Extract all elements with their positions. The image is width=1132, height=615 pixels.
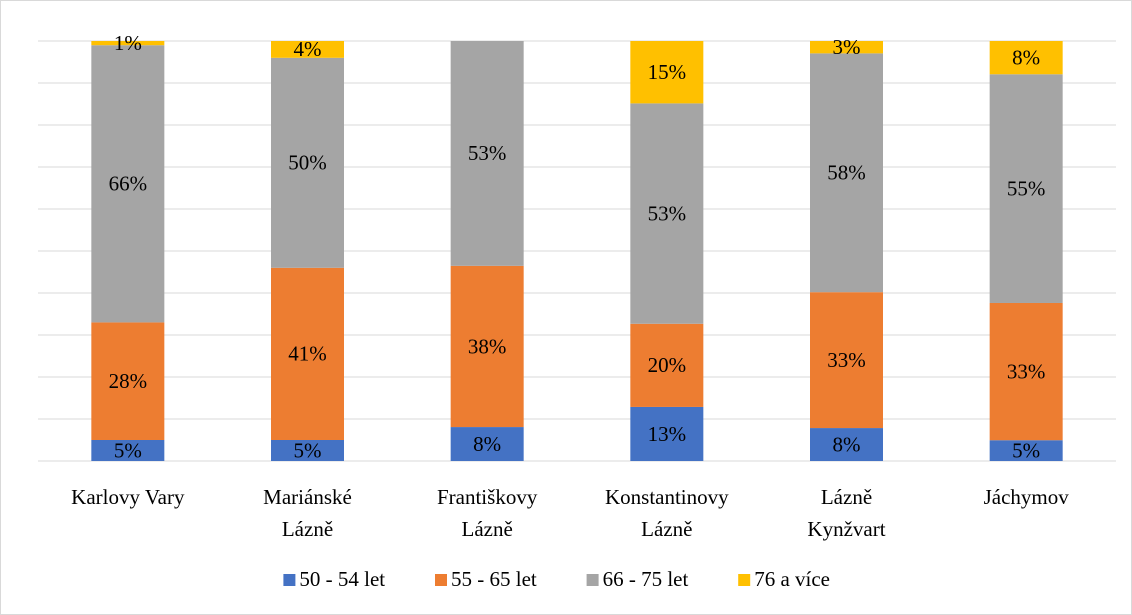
x-tick-label: Františkovy Lázně [436, 485, 538, 541]
legend-swatch [586, 574, 599, 586]
bar-segment [630, 41, 704, 104]
data-label: 1% [114, 31, 142, 55]
x-tick-label: Konstantinovy Lázně [604, 485, 729, 541]
data-label: 5% [294, 438, 322, 462]
bar-segment [810, 292, 883, 429]
data-label: 66% [109, 172, 148, 196]
x-tick-label: Jáchymov [983, 485, 1069, 509]
data-label: 4% [294, 37, 322, 61]
legend-label: 55 - 65 let [451, 567, 537, 591]
data-label: 3% [833, 35, 861, 59]
bar-segment [271, 267, 344, 440]
bar-segment [271, 57, 344, 268]
bar-segment [91, 322, 165, 440]
x-tick-label: Lázně Kynžvart [807, 485, 886, 541]
bar-segment [810, 428, 883, 461]
bar-segment [810, 53, 883, 293]
data-label: 33% [1007, 359, 1046, 383]
data-label: 8% [1012, 45, 1040, 69]
data-label: 50% [288, 151, 327, 175]
bar-segment [450, 427, 524, 461]
data-label: 8% [833, 432, 861, 456]
legend-swatch [435, 574, 447, 586]
bar-segment [450, 41, 524, 266]
legend-swatch [283, 574, 296, 586]
bar-segment [271, 41, 344, 58]
data-label: 15% [648, 60, 687, 84]
data-label: 5% [114, 438, 142, 462]
legend-label: 76 a více [754, 567, 830, 591]
bar-segment [91, 440, 165, 461]
data-label: 20% [648, 353, 687, 377]
data-label: 53% [648, 201, 687, 225]
x-tick-label: Mariánské Lázně [263, 485, 352, 541]
data-label: 5% [1012, 438, 1040, 462]
bar-segment [810, 41, 883, 54]
data-label: 38% [468, 334, 507, 358]
data-label: 8% [473, 432, 501, 456]
data-label: 58% [827, 161, 866, 185]
data-label: 41% [288, 342, 327, 366]
bar-segment [630, 103, 704, 324]
x-tick-label: Karlovy Vary [71, 485, 185, 509]
bar-segment [91, 45, 165, 323]
bar-segment [630, 406, 704, 461]
legend-label: 50 - 54 let [299, 567, 385, 591]
data-label: 55% [1007, 176, 1046, 200]
bar-segment [630, 323, 704, 407]
bar-segment [989, 302, 1063, 441]
data-label: 13% [648, 422, 687, 446]
data-label: 33% [827, 348, 866, 372]
bar-segment [989, 41, 1063, 75]
legend-label: 66 - 75 let [603, 567, 689, 591]
bar-segment [91, 41, 165, 46]
legend-swatch [738, 574, 751, 586]
data-label: 28% [109, 369, 148, 393]
bar-segment [989, 74, 1063, 303]
data-label: 53% [468, 141, 507, 165]
bar-segment [989, 440, 1063, 461]
bar-segment [271, 440, 344, 461]
bar-segment [450, 265, 524, 428]
